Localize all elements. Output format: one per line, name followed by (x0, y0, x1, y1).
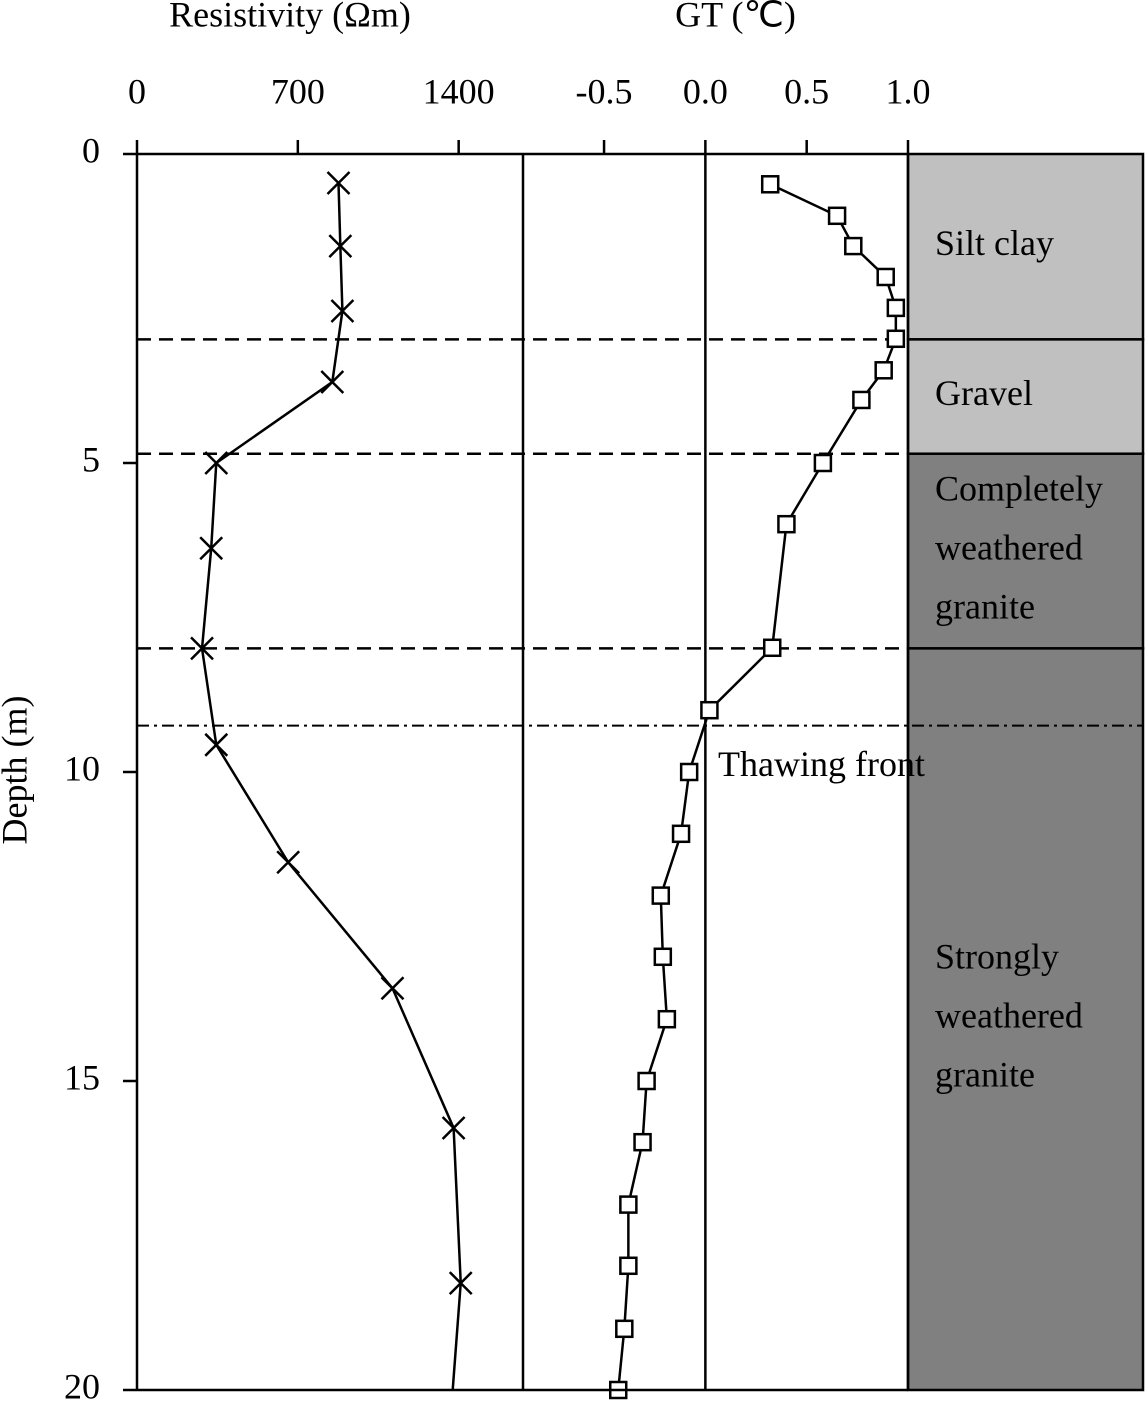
marker (777, 514, 796, 534)
marker (320, 370, 345, 394)
marker (204, 451, 229, 475)
marker (876, 267, 895, 287)
marker (441, 1116, 466, 1140)
y-tick-label: 0 (82, 130, 100, 170)
x-tick-label: 0 (128, 71, 146, 111)
y-tick-label: 10 (64, 748, 100, 788)
y-tick-label: 15 (64, 1057, 100, 1097)
stratum-label: granite (935, 1054, 1035, 1094)
x-tick-label: 700 (271, 71, 325, 111)
marker (886, 298, 906, 318)
marker (204, 732, 229, 757)
marker (619, 1195, 638, 1214)
stratum-label: Completely (935, 468, 1103, 508)
stratum-label: Strongly (935, 936, 1059, 976)
stratum-label: Silt clay (935, 223, 1054, 263)
marker (328, 234, 353, 258)
marker (813, 453, 833, 473)
stratum-label: granite (935, 586, 1035, 626)
marker (190, 636, 214, 661)
marker (874, 361, 893, 380)
x-tick-label: 1.0 (886, 71, 931, 111)
stratum-label: weathered (935, 527, 1083, 567)
panel-title: GT (℃) (675, 0, 796, 34)
marker (886, 329, 906, 349)
marker (762, 638, 782, 658)
x-tick-label: 0.0 (683, 71, 728, 111)
marker (844, 236, 863, 256)
y-tick-label: 20 (64, 1366, 100, 1405)
marker (679, 762, 699, 782)
marker (657, 1009, 677, 1029)
stratum (906, 338, 1145, 455)
marker (326, 171, 351, 195)
marker (827, 206, 847, 226)
stratum-label: Gravel (935, 373, 1033, 413)
marker (653, 947, 673, 967)
marker (199, 536, 224, 561)
x-tick-label: -0.5 (576, 71, 633, 111)
marker (330, 299, 355, 323)
panel-title: Resistivity (Ωm) (169, 0, 411, 34)
y-axis-label: Depth (m) (0, 696, 34, 845)
marker (633, 1132, 652, 1152)
stratum (906, 152, 1145, 341)
thawing-front-label: Thawing front (718, 744, 925, 784)
series-line (616, 183, 898, 1391)
marker (448, 1271, 473, 1295)
stratum-label: weathered (935, 995, 1083, 1035)
x-tick-label: 1400 (423, 71, 495, 111)
marker (852, 390, 871, 410)
marker (276, 850, 301, 875)
marker (700, 700, 719, 720)
marker (615, 1319, 634, 1339)
series-line (200, 183, 462, 1391)
marker (380, 976, 405, 1001)
marker (760, 175, 780, 194)
marker (671, 824, 691, 844)
marker (619, 1256, 638, 1276)
marker (651, 886, 671, 905)
y-tick-label: 5 (82, 439, 100, 479)
marker (637, 1071, 656, 1091)
x-tick-label: 0.5 (784, 71, 829, 111)
